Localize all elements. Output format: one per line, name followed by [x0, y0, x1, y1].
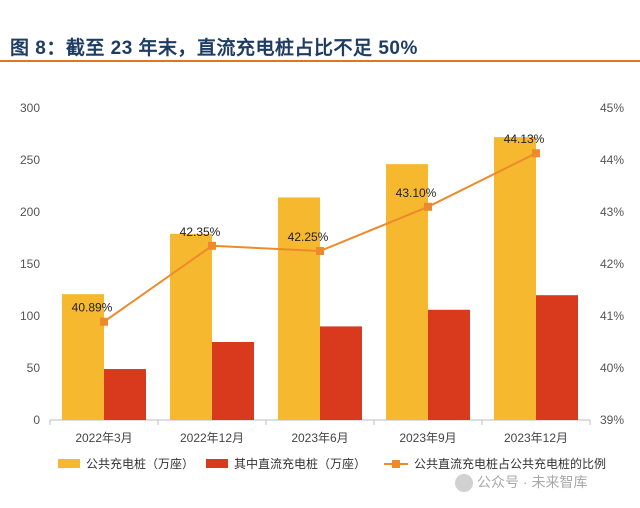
dc-ratio-data-label: 40.89% — [72, 301, 113, 315]
x-tick-label: 2023年9月 — [399, 431, 456, 445]
y-left-tick-label: 50 — [27, 361, 41, 375]
dc-pile-bar — [536, 295, 578, 420]
public-pile-bar — [170, 233, 212, 420]
dc-pile-bar — [320, 326, 362, 420]
public-pile-bar — [386, 164, 428, 420]
y-right-tick-label: 39% — [600, 413, 624, 427]
dc-ratio-data-label: 43.10% — [396, 186, 437, 200]
figure-header: 图 8：截至 23 年末，直流充电桩占比不足 50% — [0, 0, 640, 62]
dc-ratio-marker — [100, 317, 108, 326]
x-tick-label: 2022年12月 — [180, 431, 244, 445]
wechat-logo-icon — [455, 474, 473, 493]
y-left-tick-label: 150 — [20, 257, 40, 271]
y-right-tick-label: 45% — [600, 101, 624, 115]
y-left-tick-label: 300 — [20, 101, 40, 115]
legend-swatch — [206, 459, 228, 468]
watermark: 公众号 · 未来智库 — [455, 472, 588, 493]
legend-swatch — [58, 459, 80, 468]
y-right-tick-label: 43% — [600, 205, 624, 219]
dc-ratio-marker — [424, 202, 432, 211]
x-tick-label: 2023年6月 — [291, 431, 348, 445]
dc-ratio-marker — [316, 247, 324, 255]
y-right-tick-label: 40% — [600, 361, 624, 375]
y-right-tick-label: 41% — [600, 309, 624, 323]
legend-label: 公共直流充电桩占公共充电桩的比例 — [414, 456, 606, 471]
dc-ratio-data-label: 42.35% — [180, 225, 221, 239]
y-left-tick-label: 100 — [20, 309, 40, 323]
watermark-text: 公众号 · 未来智库 — [477, 474, 588, 490]
dc-pile-bar — [428, 309, 470, 420]
public-pile-bar — [62, 294, 104, 420]
chart-title: 图 8：截至 23 年末，直流充电桩占比不足 50% — [10, 38, 418, 59]
dc-ratio-marker — [532, 149, 540, 158]
y-left-tick-label: 200 — [20, 205, 40, 219]
dc-pile-bar — [104, 369, 146, 420]
dc-pile-bar — [212, 342, 254, 420]
legend-label: 其中直流充电桩（万座） — [234, 456, 366, 471]
legend-swatch-marker — [392, 460, 400, 468]
y-left-tick-label: 0 — [33, 413, 40, 427]
dc-ratio-data-label: 44.13% — [504, 132, 545, 146]
x-tick-label: 2022年3月 — [75, 431, 132, 445]
public-pile-bar — [278, 197, 320, 420]
dc-ratio-data-label: 42.25% — [288, 230, 329, 244]
x-tick-label: 2023年12月 — [504, 431, 568, 445]
y-left-tick-label: 250 — [20, 153, 40, 167]
dc-ratio-marker — [208, 241, 216, 250]
legend-label: 公共充电桩（万座） — [86, 456, 194, 471]
y-right-tick-label: 42% — [600, 257, 624, 271]
chart: 0 50 100 150 200 250 300 39% 40% 41% 42% 43% 44% 45% 2… — [20, 101, 624, 471]
public-pile-bar — [494, 137, 536, 420]
y-right-tick-label: 44% — [600, 153, 624, 167]
